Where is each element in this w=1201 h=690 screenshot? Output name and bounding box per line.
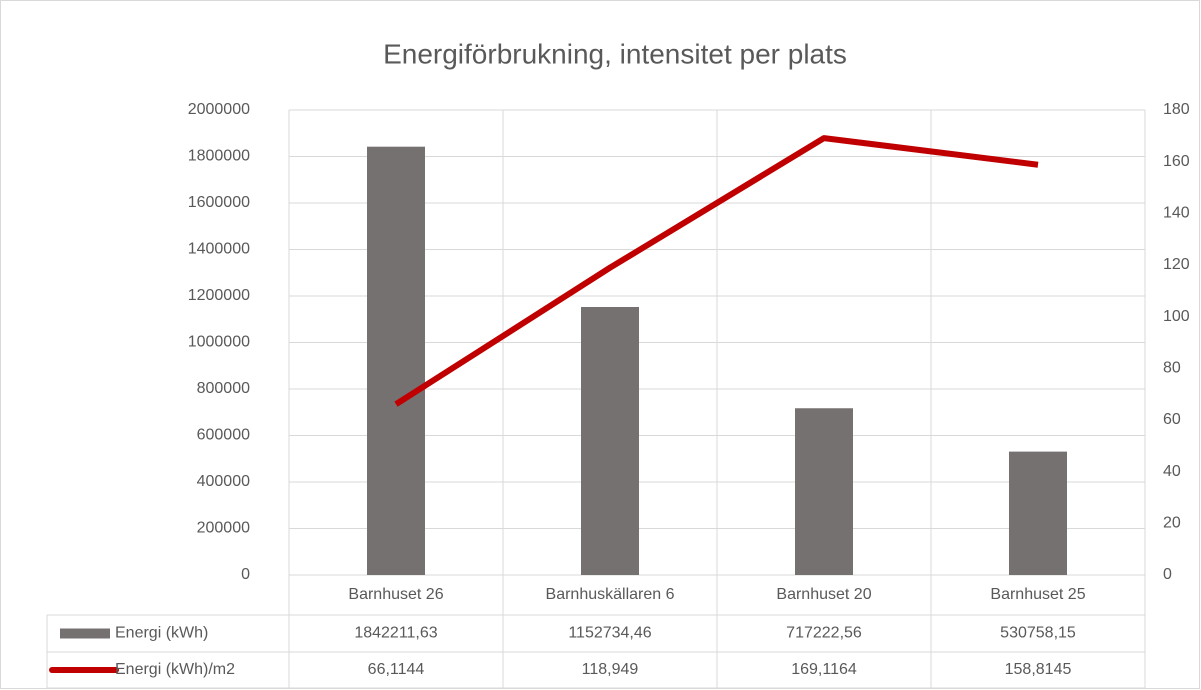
y2-tick-label: 80: [1163, 360, 1181, 377]
table-value: 530758,15: [1000, 625, 1076, 642]
bar: [795, 408, 853, 575]
y-tick-label: 0: [241, 566, 250, 583]
y2-tick-label: 40: [1163, 463, 1181, 480]
x-tick-label: Barnhuset 20: [776, 586, 871, 603]
legend-label: Energi (kWh)/m2: [115, 661, 235, 678]
table-value: 169,1164: [791, 661, 857, 678]
y2-tick-label: 0: [1163, 566, 1172, 583]
y-tick-label: 1400000: [188, 241, 250, 258]
y2-tick-label: 160: [1163, 153, 1190, 170]
table-value: 158,8145: [1005, 661, 1072, 678]
y2-tick-label: 120: [1163, 256, 1190, 273]
table-value: 66,1144: [368, 661, 425, 678]
y-tick-label: 2000000: [188, 101, 250, 118]
table-value: 717222,56: [786, 625, 862, 642]
y-tick-label: 600000: [197, 427, 250, 444]
legend-swatch: [60, 628, 110, 639]
y2-tick-label: 100: [1163, 308, 1190, 325]
y-tick-label: 400000: [197, 473, 250, 490]
y2-tick-label: 140: [1163, 205, 1190, 222]
y2-tick-label: 20: [1163, 515, 1181, 532]
x-tick-label: Barnhuskällaren 6: [546, 586, 675, 603]
bar: [581, 306, 639, 575]
table-value: 118,949: [582, 661, 639, 678]
chart-title: Energiförbrukning, intensitet per plats: [383, 38, 847, 69]
x-tick-label: Barnhuset 25: [990, 586, 1085, 603]
y-tick-label: 1800000: [188, 148, 250, 165]
x-tick-label: Barnhuset 26: [348, 586, 443, 603]
legend-label: Energi (kWh): [115, 625, 208, 642]
y2-tick-label: 180: [1163, 101, 1190, 118]
y-tick-label: 1600000: [188, 194, 250, 211]
y-tick-label: 800000: [197, 380, 250, 397]
y2-tick-label: 60: [1163, 411, 1181, 428]
table-value: 1842211,63: [354, 625, 437, 642]
y-tick-label: 1000000: [188, 334, 250, 351]
bar: [1009, 451, 1067, 575]
y-tick-label: 200000: [197, 520, 250, 537]
bar: [367, 146, 425, 575]
line: [394, 135, 1039, 407]
y-tick-label: 1200000: [188, 287, 250, 304]
table-value: 1152734,46: [568, 625, 651, 642]
